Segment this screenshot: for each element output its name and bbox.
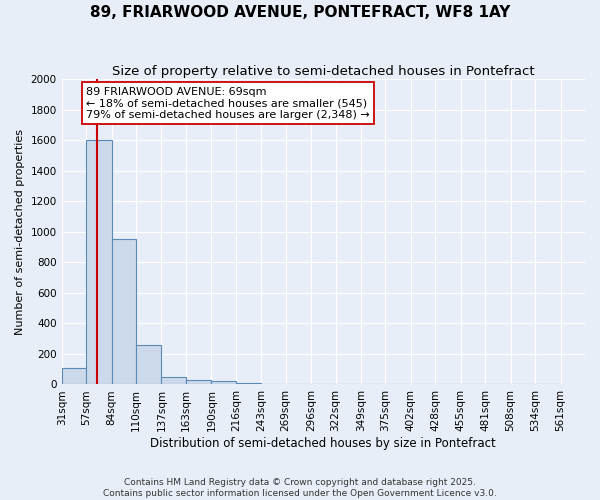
Y-axis label: Number of semi-detached properties: Number of semi-detached properties [15, 129, 25, 335]
Bar [112, 240, 136, 384]
Title: Size of property relative to semi-detached houses in Pontefract: Size of property relative to semi-detach… [112, 65, 535, 78]
Bar [161, 377, 186, 384]
Bar [136, 345, 161, 385]
Text: 89, FRIARWOOD AVENUE, PONTEFRACT, WF8 1AY: 89, FRIARWOOD AVENUE, PONTEFRACT, WF8 1A… [90, 5, 510, 20]
Bar [211, 382, 236, 384]
Text: Contains HM Land Registry data © Crown copyright and database right 2025.
Contai: Contains HM Land Registry data © Crown c… [103, 478, 497, 498]
Text: 89 FRIARWOOD AVENUE: 69sqm
← 18% of semi-detached houses are smaller (545)
79% o: 89 FRIARWOOD AVENUE: 69sqm ← 18% of semi… [86, 87, 370, 120]
Bar [86, 140, 112, 384]
Bar [186, 380, 211, 384]
X-axis label: Distribution of semi-detached houses by size in Pontefract: Distribution of semi-detached houses by … [151, 437, 496, 450]
Bar [236, 383, 261, 384]
Bar [62, 368, 86, 384]
